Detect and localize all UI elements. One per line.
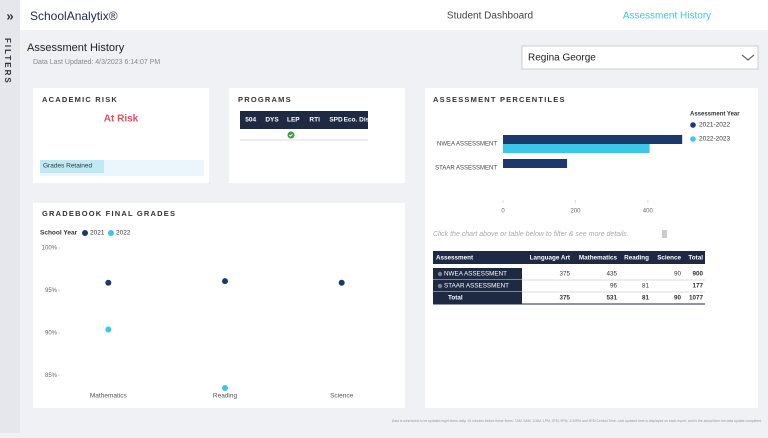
card-title: ASSESSMENT PERCENTILES [433,95,566,104]
bar[interactable] [503,144,650,153]
table-header-cell: Assessment [436,255,474,262]
data-point[interactable] [105,279,112,286]
table-cell[interactable]: 435 [606,271,617,278]
legend-marker[interactable] [82,230,88,236]
y-tick-label: 90% [45,330,58,336]
legend-label[interactable]: 2021-2022 [699,122,730,129]
table-cell[interactable]: 1077 [689,295,704,302]
table-cell[interactable]: 90 [674,271,682,278]
risk-item: Grades Retained [43,163,93,170]
table-cell[interactable]: 531 [606,295,617,302]
table-header [433,251,705,264]
y-tick-label: NWEA ASSESSMENT [437,142,497,148]
table-cell[interactable]: 81 [642,295,650,302]
y-tick-label: 95% [45,288,58,294]
y-tick-label: 85% [45,373,58,379]
y-tick-label: STAAR ASSESSMENT [435,166,497,172]
program-column: RTI [309,117,320,124]
table-header-cell: Total [688,255,703,262]
nav-link[interactable]: Student Dashboard [447,11,533,22]
table-cell[interactable]: 90 [674,295,682,302]
table-cell[interactable]: STAAR ASSESSMENT [444,283,509,290]
card [33,203,405,408]
card-title: GRADEBOOK FINAL GRADES [42,209,176,218]
table-header-cell: Reading [624,255,649,262]
program-column: Eco. Dis. [344,117,372,124]
page-title: Assessment History [27,42,125,54]
legend-marker[interactable] [690,122,696,128]
table-cell[interactable]: 900 [692,271,703,278]
programs-header [240,111,368,129]
hint: Click the chart above or table below to … [433,231,629,238]
x-tick-label: Science [330,393,354,400]
legend-label[interactable]: 2021 [90,230,105,237]
program-column: 504 [245,117,256,124]
table-header-cell: Science [657,255,681,262]
check-mark [288,133,293,137]
x-tick-label: Mathematics [90,393,128,400]
data-point[interactable] [222,385,228,391]
card [229,88,405,183]
table-row-label-bg [433,268,522,280]
card-title: ACADEMIC RISK [42,95,118,104]
hint-icon [662,230,667,238]
nav-link[interactable]: Assessment History [623,11,711,22]
legend-marker[interactable] [108,230,114,236]
table-cell[interactable]: Total [448,295,463,302]
legend-label[interactable]: 2022-2023 [699,136,730,143]
legend-marker[interactable] [690,136,696,142]
top-bar [0,0,768,30]
row-icon [437,283,443,289]
legend-title: Assessment Year [690,112,740,118]
data-point[interactable] [222,278,228,285]
risk-status: At Risk [104,114,139,125]
table-header-cell: Mathematics [579,255,618,262]
table-cell[interactable]: 375 [559,271,570,278]
bar[interactable] [503,135,683,144]
bar[interactable] [503,159,568,168]
program-column: LEP [287,117,300,124]
table-cell[interactable]: 81 [642,283,650,290]
card-title: PROGRAMS [238,95,292,104]
updated: Data Last Updated: 4/3/2023 6:14:07 PM [33,59,160,66]
table-cell[interactable]: NWEA ASSESSMENT [444,271,507,278]
risk-item-bg [40,160,104,173]
x-tick-label: 400 [643,209,654,215]
student-name[interactable]: Regina George [528,53,596,64]
program-column: DYS [265,117,279,124]
table-cell[interactable]: 96 [610,283,618,290]
sidebar-label[interactable]: FILTERS [3,38,12,85]
table-cell[interactable]: 177 [692,283,703,290]
dropdown-arrow [741,54,755,61]
student-dropdown[interactable] [521,45,759,70]
table-row-label-bg [433,280,522,292]
x-tick-label: 0 [501,209,505,215]
x-tick-label: Reading [213,393,238,400]
x-tick-label: 200 [570,209,581,215]
data-point[interactable] [338,279,345,286]
logo: SchoolAnalytix® [30,9,118,23]
row-icon [437,271,443,277]
table-cell[interactable]: 375 [559,295,570,302]
data-point[interactable] [105,326,112,333]
y-tick-label: 100% [42,246,58,252]
sidebar [0,0,20,433]
table-row-label-bg [433,292,522,304]
footer: Data is scheduled to be updated eight ti… [392,419,762,423]
legend-label[interactable]: 2022 [116,230,131,237]
sidebar-toggle[interactable]: » [6,8,13,23]
table-header-cell: Language Art [530,255,571,262]
program-column: SPD [329,117,343,124]
legend-title: School Year [40,230,78,237]
